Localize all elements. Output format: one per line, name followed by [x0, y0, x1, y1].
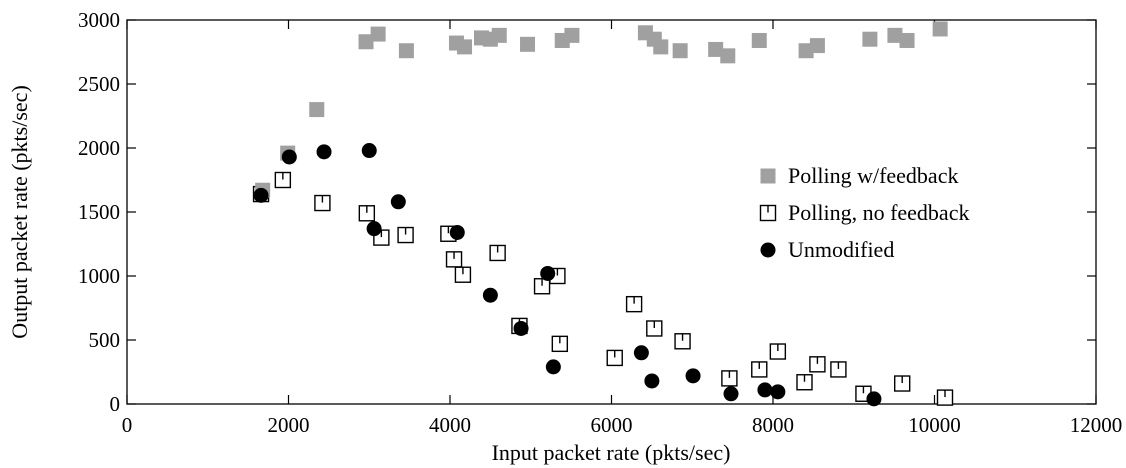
data-point [796, 374, 813, 391]
series-0 [255, 21, 948, 198]
data-point [932, 21, 948, 37]
series-1 [252, 171, 954, 406]
y-axis-title: Output packet rate (pkts/sec) [7, 85, 32, 339]
y-tick-label: 1000 [78, 264, 120, 288]
data-point [390, 194, 406, 210]
data-point [366, 221, 382, 237]
data-point [862, 31, 878, 47]
legend-label: Polling w/feedback [788, 163, 958, 188]
data-point [625, 295, 643, 313]
data-point [545, 359, 561, 375]
data-point [830, 361, 847, 378]
data-point [274, 171, 292, 189]
data-point [398, 43, 414, 59]
legend-label: Polling, no feedback [788, 200, 969, 225]
data-point [798, 43, 814, 59]
x-tick-label: 12000 [1070, 413, 1123, 437]
data-point [397, 226, 414, 244]
data-point [564, 27, 580, 43]
data-point [674, 333, 691, 350]
data-point [708, 41, 724, 57]
y-tick-label: 3000 [78, 8, 120, 32]
data-point [646, 320, 663, 337]
data-point [316, 144, 332, 160]
legend-marker [759, 204, 777, 222]
y-tick-label: 2500 [78, 72, 120, 96]
data-point [454, 266, 472, 283]
data-point [606, 349, 623, 367]
data-point [520, 36, 536, 52]
axis-ticks: 0 2000 4000 6000 8000 10000 12000 0 500 1000 1500 2… [78, 8, 1122, 437]
data-point [720, 48, 736, 64]
series-2 [253, 143, 882, 407]
data-point [936, 389, 954, 406]
data-point [551, 335, 569, 353]
x-tick-label: 4000 [429, 413, 471, 437]
data-point [540, 265, 556, 281]
y-tick-label: 0 [110, 392, 121, 416]
x-tick-label: 8000 [752, 413, 794, 437]
data-point [866, 391, 882, 407]
data-point [721, 370, 738, 387]
data-point [533, 278, 551, 295]
data-point [751, 32, 767, 48]
data-point [672, 43, 688, 59]
legend-marker [760, 168, 776, 184]
legend: Polling w/feedback Polling, no feedback Un… [759, 163, 969, 262]
data-point [899, 32, 915, 48]
data-point [361, 143, 377, 159]
data-point [513, 320, 529, 336]
x-tick-label: 0 [122, 413, 133, 437]
data-point [457, 39, 473, 55]
y-tick-label: 500 [89, 328, 121, 352]
data-point [281, 149, 297, 165]
x-tick-label: 6000 [591, 413, 633, 437]
data-point [769, 343, 787, 360]
legend-marker [760, 242, 776, 258]
data-point [370, 26, 386, 42]
data-point [770, 384, 786, 400]
data-point [723, 386, 739, 402]
data-point [894, 375, 911, 392]
data-point [253, 187, 269, 203]
data-point [653, 39, 669, 55]
data-point [751, 361, 768, 378]
data-point [887, 27, 903, 43]
data-points [252, 21, 954, 407]
y-tick-label: 2000 [78, 136, 120, 160]
data-point [757, 382, 773, 398]
data-point [482, 287, 498, 303]
data-point [358, 34, 374, 50]
data-point [644, 373, 660, 389]
y-tick-label: 1500 [78, 200, 120, 224]
data-point [685, 368, 701, 384]
data-point [314, 194, 331, 212]
data-point [489, 244, 506, 262]
data-point [809, 356, 826, 373]
data-point [445, 251, 463, 268]
data-point [358, 205, 376, 222]
x-axis-title: Input packet rate (pkts/sec) [492, 440, 731, 465]
data-point [309, 102, 325, 118]
data-point [633, 345, 649, 361]
data-point [449, 224, 465, 240]
data-point [809, 38, 825, 54]
x-tick-label: 2000 [268, 413, 310, 437]
x-tick-label: 10000 [908, 413, 961, 437]
data-point [491, 27, 507, 43]
legend-label: Unmodified [788, 237, 894, 262]
